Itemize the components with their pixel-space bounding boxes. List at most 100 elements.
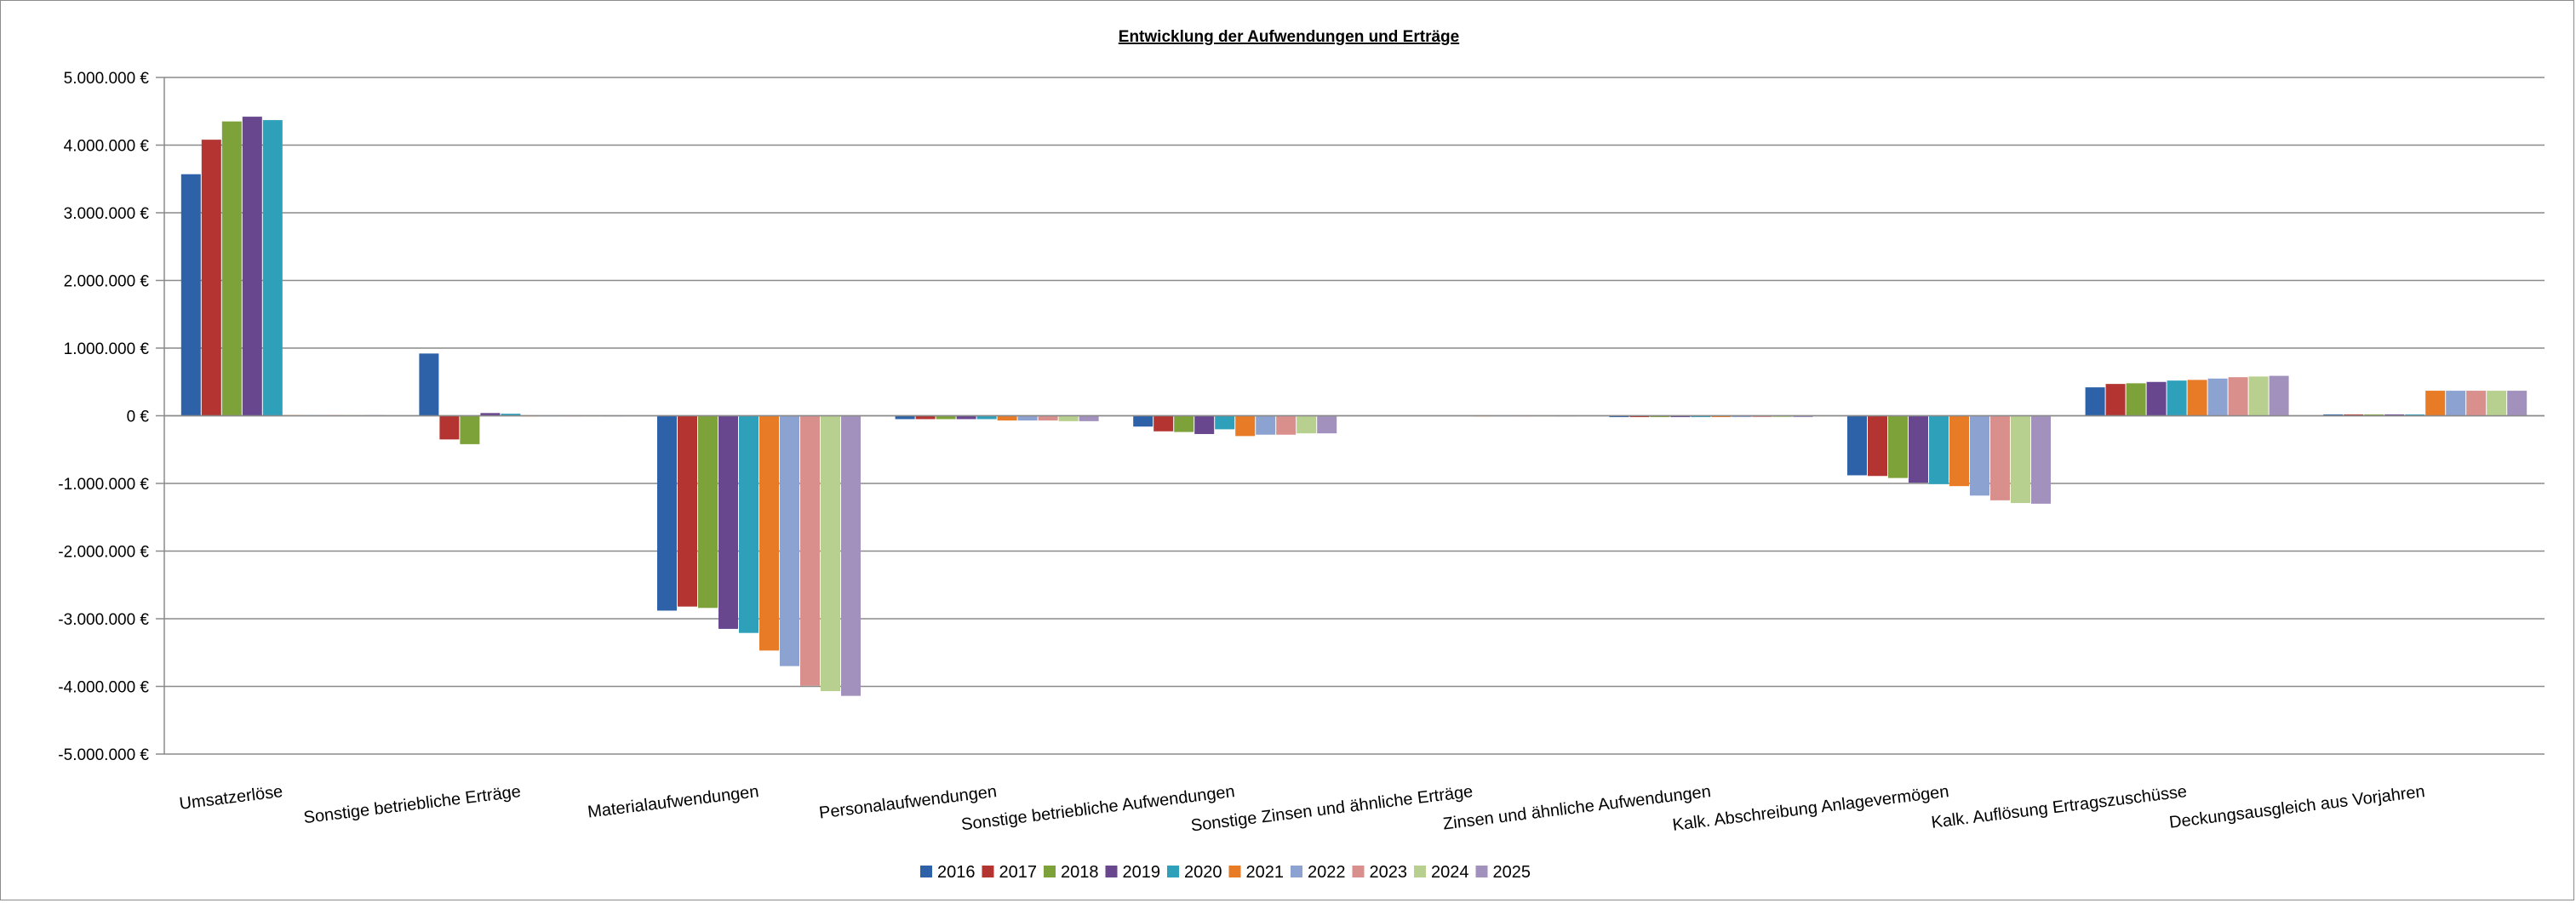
bar-2018 — [1888, 415, 1908, 478]
legend-swatch-2023 — [1352, 866, 1365, 877]
bar-2019 — [956, 415, 976, 420]
bar-2021 — [759, 415, 779, 651]
legend-label-2018: 2018 — [1061, 863, 1099, 882]
bar-2016 — [1847, 415, 1867, 476]
bar-2016 — [419, 353, 439, 416]
bar-2016 — [1609, 415, 1629, 418]
bar-2023 — [1752, 415, 1772, 418]
bar-2017 — [1868, 415, 1887, 477]
legend-label-2021: 2021 — [1246, 863, 1285, 882]
category-label: Sonstige betriebliche Erträge — [302, 782, 522, 827]
bar-2024 — [1772, 415, 1793, 418]
bar-2021 — [997, 415, 1017, 421]
bar-2025 — [1317, 415, 1337, 434]
bar-2021 — [1949, 415, 1969, 487]
bar-2016 — [657, 415, 677, 611]
legend-swatch-2020 — [1167, 866, 1179, 877]
legend-label-2024: 2024 — [1431, 863, 1469, 882]
bar-2020 — [1691, 415, 1711, 418]
bar-2020 — [262, 120, 283, 416]
bar-2016 — [2085, 387, 2105, 416]
legend-label-2025: 2025 — [1493, 863, 1531, 882]
category-label: Deckungsausgleich aus Vorjahren — [2168, 782, 2426, 832]
bar-2019 — [2146, 381, 2167, 416]
bar-2021 — [1711, 415, 1732, 418]
legend-label-2022: 2022 — [1308, 863, 1346, 882]
chart-title: Entwicklung der Aufwendungen und Erträge — [1119, 28, 1459, 46]
bar-2016 — [1133, 415, 1153, 427]
bar-2023 — [1276, 415, 1297, 435]
bar-2019 — [1670, 415, 1691, 418]
bar-2017 — [439, 415, 460, 440]
bar-2018 — [221, 121, 242, 416]
legend-swatch-2017 — [982, 866, 994, 877]
bar-2025 — [1079, 415, 1099, 421]
bar-2020 — [2167, 380, 2187, 416]
bar-2022 — [1256, 415, 1276, 435]
bar-2023 — [2228, 377, 2248, 416]
legend-label-2016: 2016 — [937, 863, 976, 882]
y-tick-label: 4.000.000 € — [64, 138, 150, 156]
bar-2023 — [2466, 391, 2487, 416]
legend-label-2023: 2023 — [1370, 863, 1408, 882]
bar-2018 — [2126, 383, 2146, 416]
bar-2018 — [698, 415, 718, 609]
legend: 2016 2017 2018 2019 2020 2021 2022 2023 2024 2025 — [920, 863, 1531, 882]
bar-2017 — [2344, 414, 2364, 416]
bar-2017 — [2105, 384, 2126, 416]
y-tick-label: 0 € — [127, 409, 150, 426]
category-label: Materialaufwendungen — [587, 782, 760, 821]
legend-swatch-2016 — [920, 866, 932, 877]
bar-2020 — [1215, 415, 1235, 430]
bar-2020 — [976, 415, 997, 420]
legend-swatch-2021 — [1228, 866, 1241, 877]
legend-swatch-2022 — [1291, 866, 1302, 877]
y-tick-label: 3.000.000 € — [64, 205, 150, 223]
bar-2024 — [2011, 415, 2030, 504]
bar-2022 — [1970, 415, 1989, 496]
bar-2019 — [242, 117, 262, 416]
legend-label-2017: 2017 — [999, 863, 1038, 882]
category-label: Umsatzerlöse — [178, 782, 283, 814]
bar-2023 — [800, 415, 820, 686]
bar-2021 — [2425, 391, 2446, 416]
bar-2016 — [895, 415, 915, 420]
category-label: Kalk. Auflösung Ertragszuschüsse — [1930, 782, 2188, 832]
legend-swatch-2025 — [1475, 866, 1488, 877]
bar-2020 — [2405, 414, 2425, 416]
legend-swatch-2019 — [1105, 866, 1118, 877]
bar-2020 — [501, 414, 521, 416]
bars — [180, 117, 2527, 696]
bar-2024 — [821, 415, 840, 692]
bar-2024 — [1058, 415, 1079, 421]
legend-swatch-2018 — [1044, 866, 1056, 877]
y-tick-label: -2.000.000 € — [58, 544, 149, 562]
bar-2025 — [1793, 415, 1813, 418]
bar-2017 — [1153, 415, 1174, 431]
bar-2022 — [2446, 391, 2466, 416]
bar-2025 — [2031, 415, 2051, 504]
bar-2022 — [780, 415, 799, 666]
bar-2025 — [2269, 375, 2289, 416]
bar-2018 — [460, 415, 480, 444]
bar-2016 — [2323, 414, 2344, 416]
bar-2024 — [1297, 415, 1317, 434]
bar-2019 — [1194, 415, 1215, 434]
bar-2022 — [1017, 415, 1038, 421]
bar-2025 — [841, 415, 861, 696]
bar-2018 — [2364, 414, 2384, 416]
bar-2021 — [1235, 415, 1256, 437]
y-tick-label: 2.000.000 € — [64, 273, 150, 291]
legend-label-2019: 2019 — [1123, 863, 1161, 882]
bar-2024 — [2248, 376, 2269, 416]
bar-2019 — [480, 413, 501, 416]
y-tick-label: -3.000.000 € — [58, 611, 149, 629]
bar-2019 — [718, 415, 738, 629]
y-tick-label: -1.000.000 € — [58, 476, 149, 494]
bar-2020 — [1929, 415, 1949, 484]
bar-2020 — [739, 415, 758, 633]
bar-2024 — [2487, 391, 2507, 416]
category-labels: Umsatzerlöse Sonstige betriebliche Erträg… — [178, 782, 2425, 835]
